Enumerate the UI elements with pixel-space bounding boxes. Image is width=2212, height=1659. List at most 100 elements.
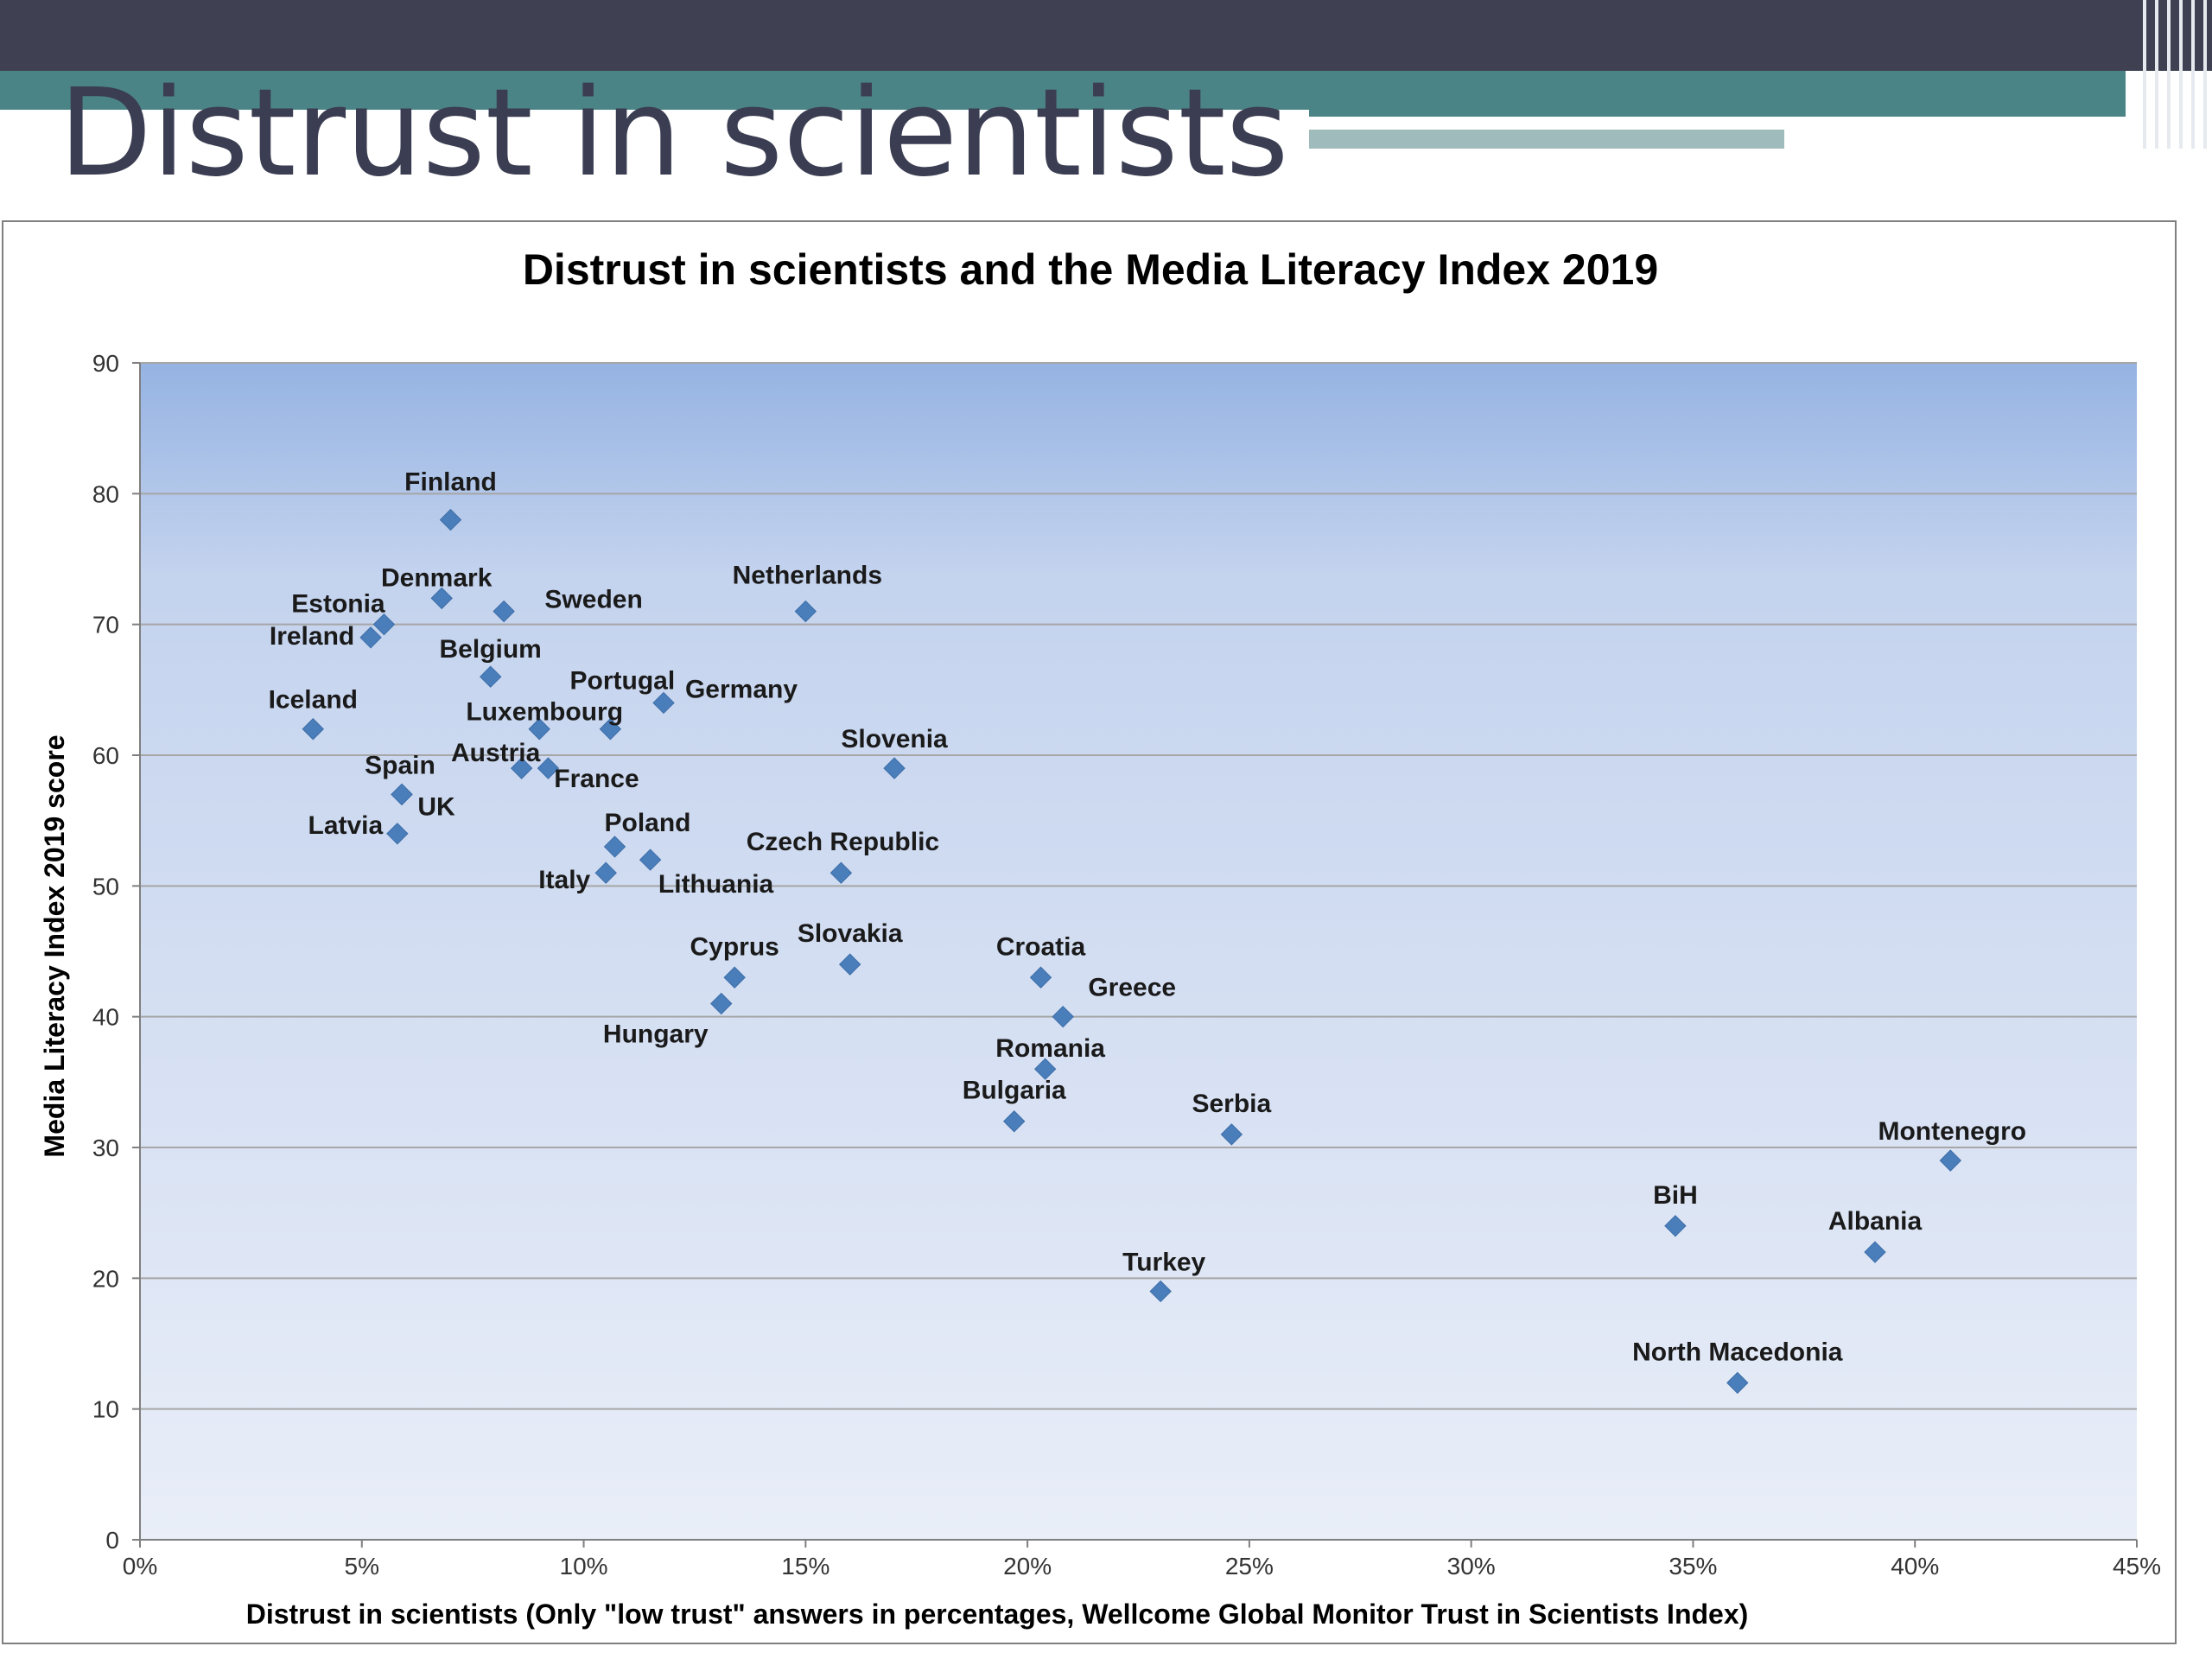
y-tick-label: 80 xyxy=(92,480,119,507)
x-axis-label: Distrust in scientists (Only "low trust"… xyxy=(246,1599,1749,1630)
x-tick-label: 20% xyxy=(1003,1553,1052,1580)
x-tick-label: 25% xyxy=(1225,1553,1274,1580)
point-estonia xyxy=(372,613,396,636)
x-tick-label: 35% xyxy=(1669,1553,1717,1580)
label-netherlands: Netherlands xyxy=(733,562,882,590)
gridlines xyxy=(140,362,2137,1410)
point-lithuania xyxy=(639,849,662,871)
slide-header-accent-line xyxy=(1309,110,2126,117)
point-montenegro xyxy=(1939,1149,1962,1172)
y-tick-label: 70 xyxy=(92,612,119,639)
label-finland: Finland xyxy=(404,468,497,497)
y-tick-label: 10 xyxy=(92,1396,119,1423)
label-hungary: Hungary xyxy=(603,1020,709,1049)
y-tick-label: 40 xyxy=(92,1004,119,1031)
point-austria xyxy=(510,757,533,779)
label-poland: Poland xyxy=(604,809,690,837)
point-albania xyxy=(1864,1241,1886,1263)
plot-area xyxy=(140,363,2137,1540)
point-romania xyxy=(1033,1058,1057,1080)
y-tick-label: 90 xyxy=(92,350,119,377)
x-tick-label: 10% xyxy=(560,1553,608,1580)
label-spain: Spain xyxy=(365,751,435,779)
point-sweden xyxy=(493,600,515,623)
point-portugal xyxy=(599,718,622,741)
point-serbia xyxy=(1220,1123,1243,1146)
slide-header-accent-band xyxy=(0,71,2126,110)
label-iceland: Iceland xyxy=(269,686,358,715)
tick-labels: 0 10 20 30 40 50 60 70 80 90 0% 5% 10% 15% 20% 25% 30% 35… xyxy=(92,350,2161,1580)
point-iceland xyxy=(302,718,324,741)
data-points xyxy=(302,508,1962,1395)
point-north-macedonia xyxy=(1726,1371,1749,1395)
point-finland xyxy=(439,508,462,531)
label-sweden: Sweden xyxy=(544,586,642,614)
label-cyprus: Cyprus xyxy=(690,932,779,961)
slide-title: Distrust in scientists xyxy=(59,63,1289,204)
label-turkey: Turkey xyxy=(1122,1248,1205,1276)
x-tick-label: 15% xyxy=(781,1553,830,1580)
point-greece xyxy=(1052,1005,1074,1028)
axes xyxy=(132,362,2138,1548)
label-romania: Romania xyxy=(995,1034,1105,1063)
x-tick-label: 5% xyxy=(345,1553,379,1580)
label-belgium: Belgium xyxy=(440,635,542,664)
label-greece: Greece xyxy=(1088,974,1176,1002)
x-tick-label: 0% xyxy=(123,1553,157,1580)
y-tick-label: 20 xyxy=(92,1265,119,1292)
label-montenegro: Montenegro xyxy=(1878,1117,2026,1146)
label-uk: UK xyxy=(417,792,455,821)
point-uk xyxy=(391,783,413,806)
slide-header-divider xyxy=(1309,118,2048,124)
label-france: France xyxy=(554,765,639,793)
y-axis-label: Media Literacy Index 2019 score xyxy=(39,734,70,1157)
label-estonia: Estonia xyxy=(291,590,385,619)
label-luxembourg: Luxembourg xyxy=(466,698,623,727)
point-france xyxy=(537,757,560,779)
label-portugal: Portugal xyxy=(570,667,676,696)
point-poland xyxy=(603,836,626,858)
y-tick-label: 50 xyxy=(92,873,119,899)
label-serbia: Serbia xyxy=(1192,1090,1271,1118)
point-germany xyxy=(652,691,675,715)
label-albania: Albania xyxy=(1828,1207,1923,1236)
point-denmark xyxy=(430,587,453,610)
x-tick-label: 45% xyxy=(2113,1553,2161,1580)
x-tick-label: 30% xyxy=(1447,1553,1496,1580)
label-slovenia: Slovenia xyxy=(841,725,948,753)
point-czech-republic xyxy=(830,861,853,884)
label-slovakia: Slovakia xyxy=(798,919,903,948)
point-belgium xyxy=(480,665,502,688)
point-croatia xyxy=(1029,966,1052,988)
label-czech-republic: Czech Republic xyxy=(747,828,939,856)
point-ireland xyxy=(359,626,382,649)
slide-header-stripes xyxy=(2134,0,2212,149)
y-tick-label: 0 xyxy=(105,1527,119,1554)
y-tick-label: 60 xyxy=(92,742,119,769)
label-croatia: Croatia xyxy=(996,932,1086,961)
label-ireland: Ireland xyxy=(270,622,354,651)
label-denmark: Denmark xyxy=(381,563,493,592)
point-slovakia xyxy=(838,953,861,976)
point-bih xyxy=(1664,1215,1687,1237)
slide-header-grey-bar xyxy=(1309,130,1784,149)
label-north-macedonia: North Macedonia xyxy=(1632,1338,1843,1366)
point-turkey xyxy=(1149,1280,1172,1303)
point-luxembourg xyxy=(528,718,550,741)
x-tick-label: 40% xyxy=(1891,1553,1939,1580)
point-netherlands xyxy=(794,600,817,623)
y-tick-label: 30 xyxy=(92,1135,119,1161)
scatter-chart: Distrust in scientists and the Media Lit… xyxy=(39,245,2161,1630)
point-slovenia xyxy=(883,757,906,779)
point-latvia xyxy=(386,823,409,845)
label-lithuania: Lithuania xyxy=(658,870,774,899)
point-italy xyxy=(594,861,617,884)
label-latvia: Latvia xyxy=(308,811,384,840)
label-bulgaria: Bulgaria xyxy=(963,1077,1066,1105)
point-hungary xyxy=(710,992,733,1015)
label-bih: BiH xyxy=(1653,1181,1698,1210)
chart-title: Distrust in scientists and the Media Lit… xyxy=(523,245,1658,294)
point-cyprus xyxy=(723,966,746,988)
label-austria: Austria xyxy=(451,739,541,767)
